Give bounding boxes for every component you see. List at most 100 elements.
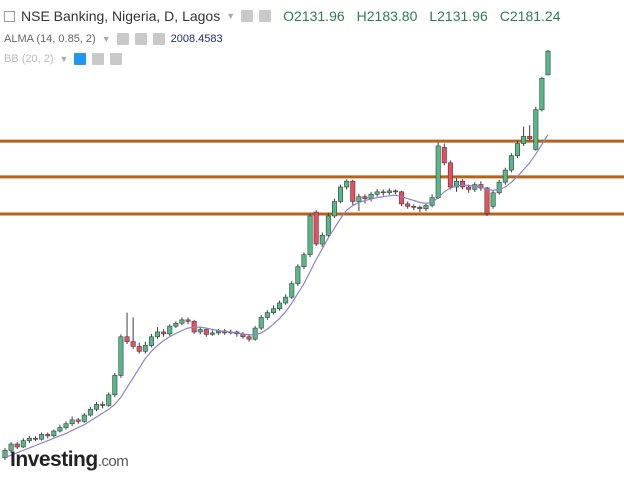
candle-body <box>39 434 45 440</box>
candle-body <box>106 394 112 406</box>
candle-body <box>57 427 63 432</box>
candle-body <box>185 319 191 322</box>
candle-body <box>423 205 429 210</box>
candle-body <box>460 180 466 188</box>
candle-body <box>124 336 130 342</box>
collapse-toggle[interactable] <box>4 10 15 22</box>
candle-body <box>289 283 295 298</box>
candle-body <box>87 408 93 416</box>
candle-body <box>484 187 490 214</box>
candle-body <box>392 190 398 193</box>
remove-button[interactable] <box>110 53 123 65</box>
more-button[interactable] <box>259 10 272 22</box>
brand-suffix: .com <box>97 453 129 470</box>
candle-body <box>142 345 148 352</box>
alma-line <box>4 134 549 459</box>
candle-body <box>344 180 350 188</box>
candle-body <box>496 181 502 194</box>
candle-body <box>100 404 106 406</box>
candle-body <box>209 332 215 335</box>
candle-body <box>246 336 252 340</box>
candle-body <box>545 50 551 76</box>
candle-body <box>374 191 380 195</box>
bb-label: BB (20, 2) <box>4 53 54 65</box>
candle-body <box>466 186 472 190</box>
candle-body <box>173 322 179 327</box>
candle-body <box>356 196 362 202</box>
candle-body <box>405 203 411 207</box>
candle-body <box>136 346 142 352</box>
symbol-title: NSE Banking, Nigeria, D, Lagos <box>21 8 221 24</box>
candle-body <box>386 190 392 194</box>
candle-body <box>338 186 344 202</box>
candle-body <box>283 296 289 304</box>
bb-legend: BB (20, 2) ▼ <box>4 53 123 65</box>
candle-body <box>533 109 539 150</box>
hide-button[interactable] <box>116 33 129 45</box>
dropdown[interactable]: ▼ <box>59 54 69 64</box>
candle-body <box>179 319 185 324</box>
candle-body <box>417 206 423 210</box>
settings-button[interactable] <box>241 10 254 22</box>
alma-value: 2008.4583 <box>170 33 223 45</box>
candle-body <box>161 331 167 335</box>
brand: Investing <box>10 448 98 471</box>
candle-body <box>490 192 496 207</box>
candle-body <box>148 336 154 346</box>
alma-label: ALMA (14, 0.85, 2) <box>4 33 96 45</box>
ohlc-close: C2181.24 <box>499 8 561 24</box>
candle-body <box>411 206 417 208</box>
candle-body <box>167 325 173 335</box>
candle-body <box>258 317 264 329</box>
alma-legend: ALMA (14, 0.85, 2) ▼ 2008.4583 <box>4 33 223 45</box>
candle-body <box>277 302 283 310</box>
ohlc-high: H2183.80 <box>356 8 418 24</box>
candle-body <box>435 145 441 198</box>
candle-body <box>514 143 520 156</box>
candle-body <box>441 147 447 164</box>
candle-body <box>14 443 20 448</box>
candle-body <box>264 312 270 318</box>
candle-body <box>118 336 124 376</box>
candle-body <box>539 77 545 110</box>
ohlc-open: O2131.96 <box>283 8 345 24</box>
candle-body <box>508 155 514 171</box>
candle-body <box>63 423 69 428</box>
candle-body <box>203 329 209 335</box>
ohlc-low: L2131.96 <box>429 8 488 24</box>
show-button[interactable] <box>74 53 87 65</box>
candle-body <box>527 135 533 139</box>
candle-body <box>301 254 307 268</box>
candle-body <box>33 437 39 440</box>
candle-body <box>252 327 258 340</box>
candle-body <box>307 215 313 255</box>
candle-body <box>472 184 478 190</box>
settings-button[interactable] <box>92 53 105 65</box>
candle-body <box>399 191 405 205</box>
candle-body <box>20 440 26 448</box>
watermark: Investing.com <box>10 448 129 472</box>
candle-body <box>331 201 337 217</box>
dropdown[interactable]: ▼ <box>101 34 111 44</box>
candle-body <box>313 211 319 245</box>
candle-body <box>51 430 57 437</box>
candle-body <box>270 308 276 313</box>
candle-body <box>130 341 136 347</box>
candle-body <box>521 135 527 144</box>
candle-body <box>75 419 81 422</box>
remove-button[interactable] <box>152 33 165 45</box>
settings-button[interactable] <box>134 33 147 45</box>
candle-body <box>447 162 453 188</box>
candle-body <box>502 169 508 183</box>
candle-body <box>112 375 118 396</box>
candle-body <box>453 180 459 188</box>
candle-body <box>26 437 32 441</box>
candle-body <box>368 193 374 199</box>
candle-body <box>319 235 325 245</box>
candle-body <box>325 215 331 236</box>
dropdown[interactable]: ▼ <box>226 11 236 21</box>
candle-body <box>45 434 51 437</box>
candle-body <box>155 331 161 338</box>
